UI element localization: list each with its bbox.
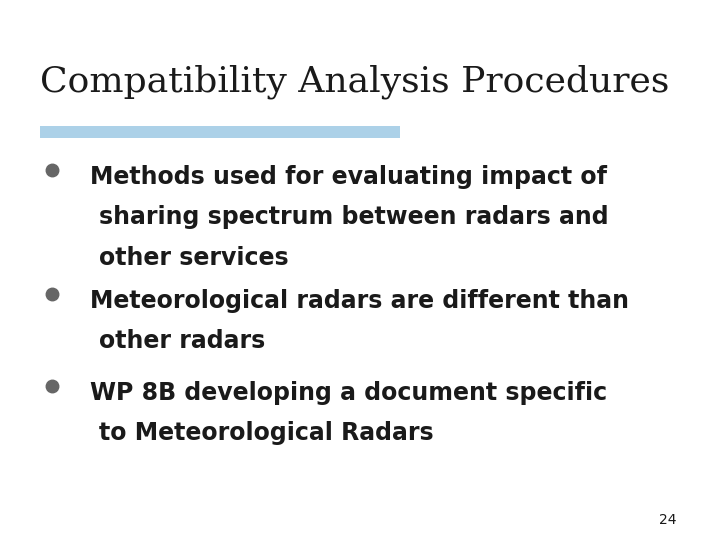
Text: other radars: other radars xyxy=(99,329,266,353)
Text: other services: other services xyxy=(99,246,289,269)
Text: Meteorological radars are different than: Meteorological radars are different than xyxy=(90,289,629,313)
Text: sharing spectrum between radars and: sharing spectrum between radars and xyxy=(99,205,609,229)
Text: to Meteorological Radars: to Meteorological Radars xyxy=(99,421,434,445)
Text: Methods used for evaluating impact of: Methods used for evaluating impact of xyxy=(90,165,607,188)
Text: 24: 24 xyxy=(660,512,677,526)
Bar xyxy=(40,126,400,138)
Text: WP 8B developing a document specific: WP 8B developing a document specific xyxy=(90,381,607,404)
Text: Compatibility Analysis Procedures: Compatibility Analysis Procedures xyxy=(40,65,669,99)
